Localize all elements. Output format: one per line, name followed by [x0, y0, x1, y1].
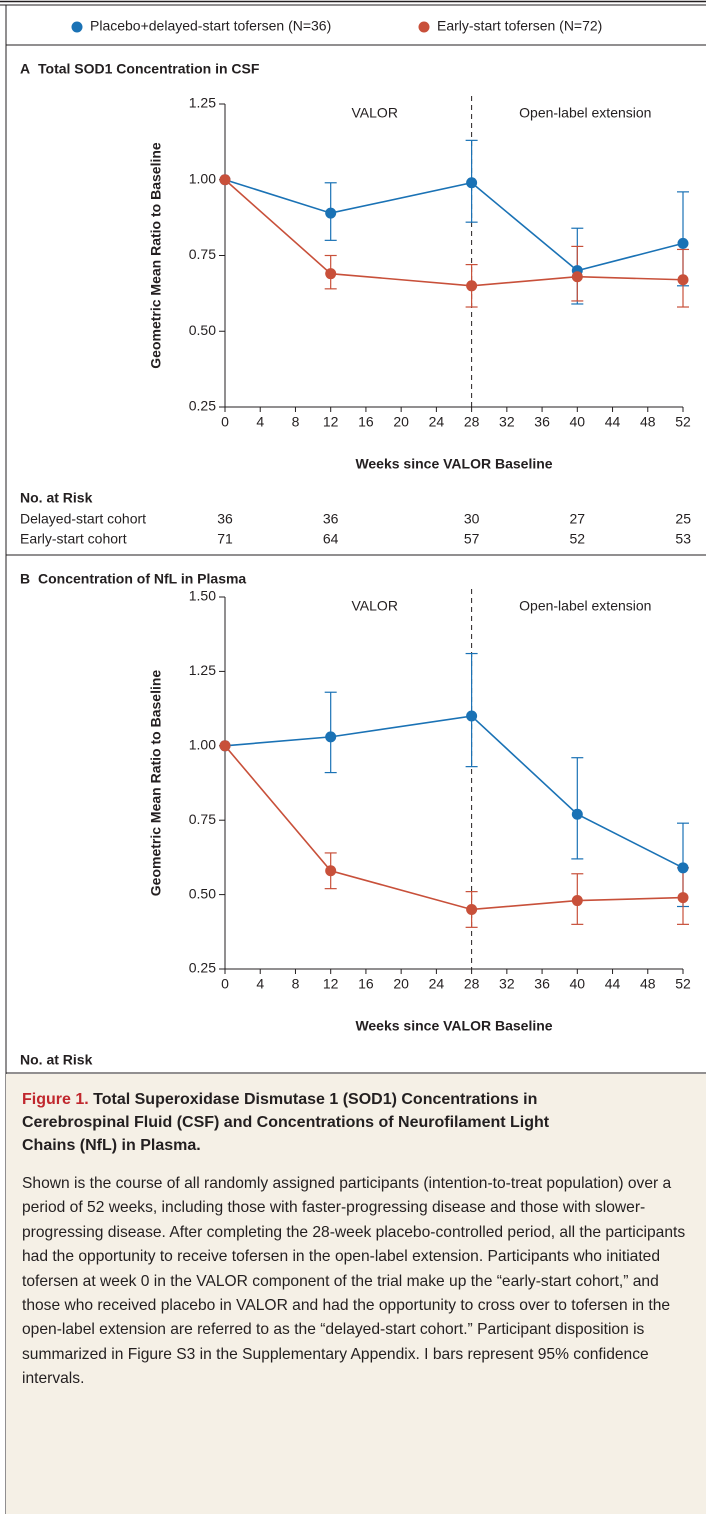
caption: Figure 1. Total Superoxidase Dismutase 1… — [6, 1074, 706, 1514]
annotation: VALOR — [352, 598, 398, 614]
point — [325, 268, 337, 280]
risk-value: 27 — [570, 511, 586, 527]
point — [219, 174, 231, 186]
error-bar — [465, 652, 478, 768]
x-tick-label: 52 — [675, 414, 691, 430]
point — [571, 895, 583, 907]
x-tick-label: 48 — [640, 976, 656, 992]
x-axis-label: Weeks since VALOR Baseline — [355, 456, 552, 472]
point — [466, 177, 478, 189]
caption-body: Shown is the course of all randomly assi… — [22, 1175, 686, 1388]
x-tick-label: 0 — [221, 976, 229, 992]
x-tick-label: 8 — [292, 414, 300, 430]
risk-value: 64 — [323, 531, 339, 547]
x-tick-label: 4 — [256, 976, 264, 992]
y-tick-label: 1.50 — [189, 588, 216, 604]
x-tick-label: 24 — [429, 414, 445, 430]
x-tick-label: 8 — [292, 976, 300, 992]
x-tick-label: 52 — [675, 976, 691, 992]
series-line — [224, 178, 684, 272]
y-tick-label: 0.25 — [189, 398, 216, 414]
risk-value: 36 — [217, 511, 233, 527]
risk-value: 52 — [570, 531, 586, 547]
x-tick-label: 28 — [464, 976, 480, 992]
point — [466, 903, 478, 915]
series-line — [224, 745, 684, 911]
risk-value: 25 — [675, 511, 691, 527]
x-tick-label: 32 — [499, 976, 515, 992]
point — [325, 731, 337, 743]
y-axis-label: Geometric Mean Ratio to Baseline — [148, 670, 164, 897]
point — [466, 710, 478, 722]
y-tick-label: 1.25 — [189, 662, 216, 678]
point — [677, 862, 689, 874]
x-axis-label: Weeks since VALOR Baseline — [355, 1018, 552, 1034]
x-tick-label: 48 — [640, 414, 656, 430]
y-tick-label: 0.75 — [189, 811, 216, 827]
y-tick-label: 0.50 — [189, 322, 216, 338]
risk-row-label: Early-start cohort — [20, 531, 127, 547]
annotation: Open-label extension — [519, 105, 651, 121]
point — [571, 808, 583, 820]
x-tick-label: 24 — [429, 976, 445, 992]
legend-marker — [71, 21, 83, 33]
x-tick-label: 16 — [358, 976, 374, 992]
x-tick-label: 44 — [605, 976, 621, 992]
series-line — [224, 715, 684, 869]
x-tick-label: 0 — [221, 414, 229, 430]
annotation: Open-label extension — [519, 598, 651, 614]
x-tick-label: 32 — [499, 414, 515, 430]
risk-table-title: No. at Risk — [20, 1052, 93, 1068]
point — [571, 271, 583, 283]
x-tick-label: 12 — [323, 414, 339, 430]
point — [325, 865, 337, 877]
y-tick-label: 1.25 — [189, 95, 216, 111]
series-line — [224, 179, 684, 287]
y-tick-label: 1.00 — [189, 737, 216, 753]
caption-heading: Figure 1. Total Superoxidase Dismutase 1… — [22, 1088, 582, 1157]
panel-letter: A — [20, 61, 30, 77]
point — [219, 740, 231, 752]
caption-label: Figure 1. — [22, 1091, 89, 1108]
x-tick-label: 4 — [256, 414, 264, 430]
panel-letter: B — [20, 571, 30, 587]
x-tick-label: 12 — [323, 976, 339, 992]
y-axis-label: Geometric Mean Ratio to Baseline — [148, 142, 164, 369]
legend-label: Placebo+delayed-start tofersen (N=36) — [90, 18, 331, 34]
caption-title: Total Superoxidase Dismutase 1 (SOD1) Co… — [22, 1091, 550, 1154]
x-tick-label: 36 — [534, 414, 550, 430]
x-tick-label: 20 — [393, 976, 409, 992]
risk-value: 71 — [217, 531, 233, 547]
risk-value: 30 — [464, 511, 480, 527]
risk-row-label: Delayed-start cohort — [20, 511, 146, 527]
risk-value: 53 — [675, 531, 691, 547]
x-tick-label: 28 — [464, 414, 480, 430]
x-tick-label: 40 — [570, 414, 586, 430]
y-tick-label: 0.25 — [189, 960, 216, 976]
point — [677, 237, 689, 249]
legend-label: Early-start tofersen (N=72) — [437, 18, 602, 34]
point — [466, 280, 478, 292]
x-tick-label: 16 — [358, 414, 374, 430]
risk-value: 36 — [323, 511, 339, 527]
x-tick-label: 44 — [605, 414, 621, 430]
y-tick-label: 0.50 — [189, 885, 216, 901]
x-tick-label: 20 — [393, 414, 409, 430]
panel-title: Concentration of NfL in Plasma — [38, 571, 246, 587]
point — [325, 207, 337, 219]
error-bar — [571, 757, 584, 860]
risk-table-title: No. at Risk — [20, 490, 93, 506]
y-tick-label: 0.75 — [189, 246, 216, 262]
annotation: VALOR — [352, 105, 398, 121]
risk-value: 57 — [464, 531, 480, 547]
point — [677, 274, 689, 286]
point — [677, 892, 689, 904]
y-tick-label: 1.00 — [189, 170, 216, 186]
x-tick-label: 40 — [570, 976, 586, 992]
legend-marker — [418, 21, 430, 33]
panel-title: Total SOD1 Concentration in CSF — [38, 61, 260, 77]
x-tick-label: 36 — [534, 976, 550, 992]
